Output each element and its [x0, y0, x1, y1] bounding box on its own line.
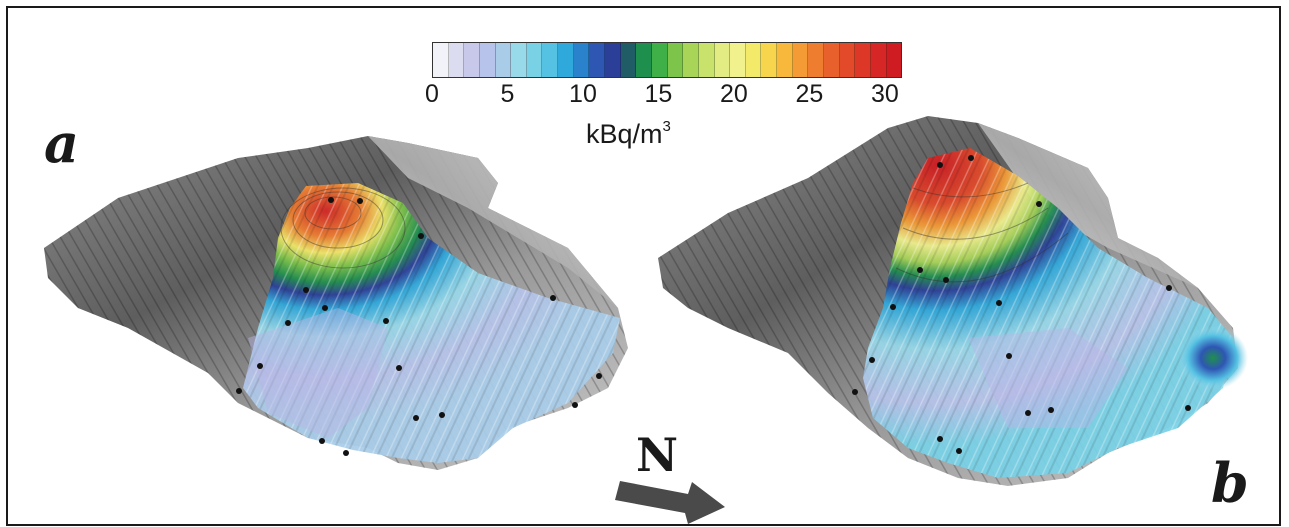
colorbar-tick-label: 5 [500, 80, 515, 108]
colorbar-segment [714, 43, 731, 77]
colorbar-segment [745, 43, 762, 77]
colorbar-segment [808, 43, 825, 77]
colorbar-ticks: 0 5 10 15 20 25 30 [425, 80, 908, 110]
colorbar-segment [511, 43, 527, 77]
colorbar-segment [839, 43, 856, 77]
colorbar-segment [495, 43, 512, 77]
north-label: N [636, 428, 679, 482]
colorbar-segment [448, 43, 465, 77]
panel-a-map [44, 136, 628, 470]
colorbar-tick-label: 15 [644, 80, 673, 108]
colorbar-segment [605, 43, 621, 77]
colorbar-segment [886, 43, 902, 77]
colorbar-segment [573, 43, 590, 77]
colorbar-segment [870, 43, 887, 77]
panel-label-a: a [44, 111, 79, 175]
colorbar [432, 42, 902, 78]
colorbar-segment [651, 43, 668, 77]
panel-label-b: b [1211, 451, 1249, 515]
colorbar-segment [792, 43, 809, 77]
colorbar-unit-exponent: 3 [662, 118, 671, 135]
north-arrow-icon [615, 481, 725, 524]
colorbar-segment [620, 43, 637, 77]
colorbar-segment [761, 43, 778, 77]
colorbar-segment [464, 43, 480, 77]
colorbar-segment [558, 43, 574, 77]
colorbar-tick-label: 10 [569, 80, 597, 108]
colorbar-segment [636, 43, 652, 77]
colorbar-segment [542, 43, 559, 77]
colorbar-segment [824, 43, 840, 77]
colorbar-unit: kBq/m3 [586, 118, 671, 150]
figure-frame: a b 0 5 10 15 20 25 30 kBq/m3 N [6, 6, 1281, 526]
colorbar-tick-label: 25 [795, 80, 824, 108]
colorbar-segment [589, 43, 606, 77]
colorbar-segment [698, 43, 715, 77]
colorbar-tick-label: 20 [720, 80, 748, 108]
panel-b-map [658, 116, 1248, 486]
colorbar-segment [855, 43, 871, 77]
volcano-maps [44, 116, 1248, 524]
colorbar-legend: 0 5 10 15 20 25 30 kBq/m3 [425, 36, 908, 166]
colorbar-tick-label: 30 [870, 80, 899, 108]
colorbar-segment [730, 43, 746, 77]
colorbar-segment [683, 43, 699, 77]
colorbar-tick-label: 0 [425, 80, 439, 108]
colorbar-unit-base: kBq/m [586, 119, 663, 149]
colorbar-segment [479, 43, 496, 77]
colorbar-segment [433, 43, 449, 77]
colorbar-segment [526, 43, 543, 77]
colorbar-segment [667, 43, 684, 77]
colorbar-segment [777, 43, 793, 77]
